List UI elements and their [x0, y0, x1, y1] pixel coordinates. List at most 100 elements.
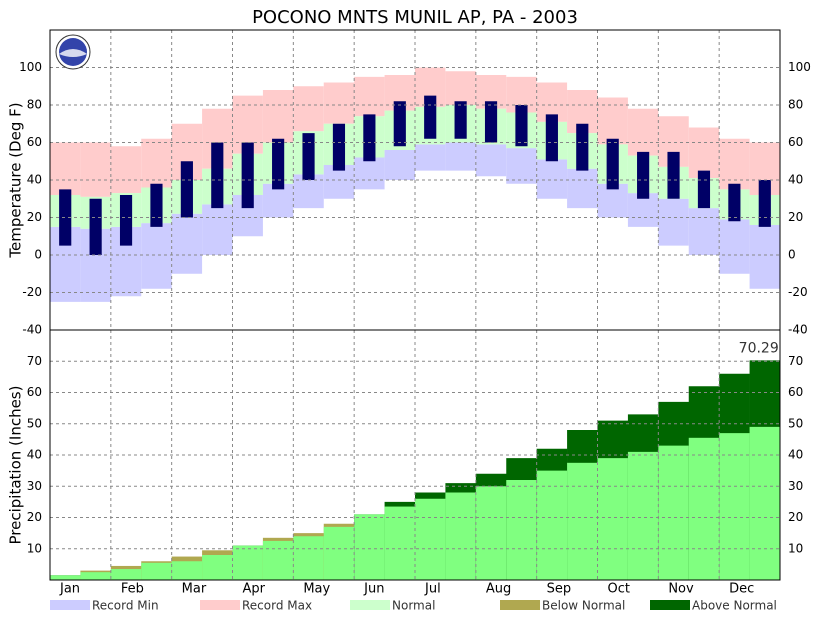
y-tick-label: 60 — [27, 135, 42, 149]
observed-bar — [150, 183, 163, 227]
record-max-bar — [627, 108, 659, 156]
normal-bar — [536, 470, 568, 580]
record-min-bar — [719, 219, 750, 274]
observed-bar — [515, 105, 528, 147]
legend-label: Above Normal — [692, 599, 777, 613]
normal-bar — [719, 433, 750, 580]
actual-bar — [293, 536, 325, 580]
y-tick-label-right: 20 — [788, 210, 803, 224]
chart-title: POCONO MNTS MUNIL AP, PA - 2003 — [252, 7, 578, 28]
normal-bar — [749, 426, 781, 580]
observed-bar — [637, 151, 650, 199]
y-tick-label-right: 100 — [788, 60, 811, 74]
record-min-bar — [688, 208, 720, 255]
x-tick-label: Jan — [59, 582, 80, 597]
x-tick-label: Dec — [729, 582, 754, 597]
observed-bar — [667, 151, 680, 199]
observed-bar — [332, 123, 346, 171]
observed-bar — [180, 161, 193, 218]
y-tick-label: 30 — [27, 479, 42, 493]
y-tick-label-right: 0 — [788, 248, 796, 262]
record-max-bar — [262, 90, 294, 143]
normal-bar — [658, 445, 690, 580]
normal-bar — [688, 437, 720, 580]
observed-bar — [393, 101, 406, 147]
record-min-bar — [536, 159, 568, 199]
record-max-bar — [445, 71, 476, 105]
observed-bar — [758, 180, 771, 227]
y-tick-label-right: 70 — [788, 354, 803, 368]
x-tick-label: May — [303, 582, 330, 597]
record-min-bar — [141, 223, 172, 289]
record-max-bar — [50, 142, 81, 195]
record-max-bar — [354, 76, 385, 117]
normal-bar — [232, 545, 264, 580]
legend-swatch — [350, 600, 390, 610]
normal-bar — [597, 458, 629, 580]
x-tick-label: Jul — [424, 582, 441, 597]
legend-swatch — [50, 600, 90, 610]
legend-swatch — [650, 600, 690, 610]
record-max-bar — [719, 138, 750, 190]
y-tick-label: 100 — [19, 60, 42, 74]
record-min-bar — [506, 148, 537, 184]
y-tick-label-right: 10 — [788, 541, 803, 555]
observed-bar — [89, 198, 102, 255]
observed-bar — [606, 138, 619, 190]
actual-bar — [323, 526, 355, 580]
actual-bar — [262, 540, 294, 580]
observed-bar — [241, 142, 254, 209]
y-tick-label-right: 60 — [788, 385, 803, 399]
y-tick-label-right: 40 — [788, 173, 803, 187]
record-min-bar — [354, 157, 385, 190]
y-axis-label: Precipitation (Inches) — [7, 386, 25, 545]
observed-bar — [697, 170, 711, 209]
y-tick-label-right: 60 — [788, 135, 803, 149]
x-tick-label: Jun — [363, 582, 384, 597]
observed-bar — [728, 183, 741, 222]
normal-bar — [506, 480, 537, 580]
normal-bar — [475, 486, 507, 580]
y-tick-label-right: -20 — [788, 285, 808, 299]
record-max-bar — [110, 146, 142, 194]
y-tick-label: 60 — [27, 385, 42, 399]
legend-label: Record Max — [242, 599, 312, 613]
record-min-bar — [567, 168, 598, 209]
observed-bar — [363, 114, 376, 162]
observed-bar — [59, 189, 72, 246]
y-tick-label-right: 20 — [788, 510, 803, 524]
observed-bar — [576, 123, 589, 171]
record-min-bar — [475, 144, 507, 177]
normal-bar — [50, 575, 81, 580]
y-tick-label: 20 — [27, 510, 42, 524]
record-max-bar — [688, 127, 720, 179]
y-tick-label: 50 — [27, 416, 42, 430]
plot-frame — [49, 29, 781, 581]
x-tick-label: Sep — [547, 582, 572, 597]
observed-bar — [545, 114, 558, 162]
y-tick-label-right: 50 — [788, 416, 803, 430]
y-tick-label-right: 30 — [788, 479, 803, 493]
actual-bar — [110, 569, 142, 580]
observed-bar — [211, 142, 224, 209]
normal-bar — [415, 498, 446, 580]
record-min-bar — [202, 204, 233, 255]
record-max-bar — [80, 142, 111, 197]
record-max-bar — [141, 138, 172, 188]
actual-bar — [141, 562, 172, 580]
observed-bar — [302, 133, 315, 180]
y-tick-label: 80 — [27, 98, 42, 112]
record-min-bar — [171, 213, 203, 274]
record-min-bar — [384, 150, 415, 180]
total-label: 70.29 — [739, 340, 779, 356]
observed-bar — [119, 195, 133, 246]
actual-bar — [202, 555, 233, 580]
actual-bar — [171, 561, 203, 580]
observed-bar — [484, 101, 498, 143]
record-min-bar — [415, 144, 446, 171]
y-tick-label-right: 80 — [788, 98, 803, 112]
y-tick-label: 10 — [27, 541, 42, 555]
x-tick-label: Aug — [486, 582, 511, 597]
y-tick-label-right: -40 — [788, 323, 808, 337]
record-max-bar — [323, 82, 355, 124]
